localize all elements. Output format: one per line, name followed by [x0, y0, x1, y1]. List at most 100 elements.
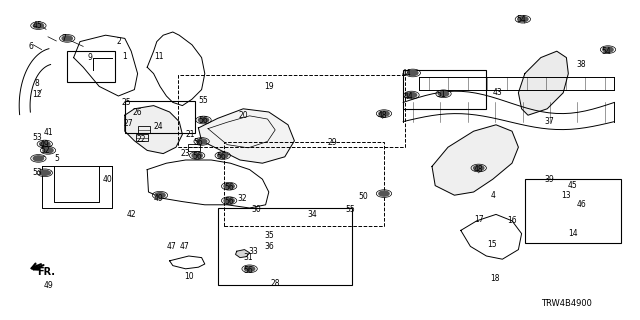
Text: 31: 31: [243, 253, 253, 262]
Text: FR.: FR.: [37, 267, 55, 277]
Text: 55: 55: [198, 96, 209, 105]
Text: TRW4B4900: TRW4B4900: [541, 300, 592, 308]
Text: 2: 2: [116, 37, 121, 46]
Text: 29: 29: [328, 138, 338, 147]
Circle shape: [33, 23, 44, 28]
Text: 54: 54: [516, 15, 527, 24]
Text: 52: 52: [40, 146, 50, 155]
Circle shape: [218, 153, 228, 158]
Bar: [188, 144, 200, 151]
Text: 23: 23: [180, 149, 191, 158]
Text: 17: 17: [474, 215, 484, 224]
Text: 38: 38: [576, 60, 586, 68]
Text: 48: 48: [378, 111, 388, 120]
Circle shape: [62, 36, 72, 41]
Text: 56: 56: [224, 183, 234, 192]
Text: 26: 26: [132, 108, 143, 116]
Text: 28: 28: [271, 279, 280, 288]
Bar: [136, 134, 148, 141]
Text: 47: 47: [179, 242, 189, 251]
Bar: [138, 126, 150, 133]
Bar: [218, 208, 352, 285]
Text: 6: 6: [28, 42, 33, 51]
Text: 11: 11: [154, 52, 163, 60]
Text: 45: 45: [32, 21, 42, 30]
Circle shape: [40, 141, 50, 147]
Polygon shape: [432, 125, 518, 195]
Text: 30: 30: [251, 205, 261, 214]
Text: 44: 44: [401, 69, 412, 78]
Text: 7: 7: [61, 34, 67, 43]
Text: 5: 5: [54, 154, 59, 163]
Text: 56: 56: [192, 152, 202, 161]
Text: 24: 24: [154, 122, 164, 131]
Text: 56: 56: [243, 266, 253, 275]
Text: 43: 43: [493, 88, 503, 97]
Text: 40: 40: [102, 175, 113, 184]
Text: 56: 56: [193, 138, 204, 147]
Text: 53: 53: [32, 168, 42, 177]
Text: 1: 1: [122, 52, 127, 60]
Text: 56: 56: [224, 197, 234, 206]
Text: 4: 4: [490, 191, 495, 200]
Text: 49: 49: [43, 281, 53, 290]
Polygon shape: [518, 51, 568, 115]
Bar: [224, 142, 384, 226]
Bar: [403, 70, 486, 109]
Circle shape: [196, 139, 207, 144]
Polygon shape: [236, 250, 250, 258]
Bar: [125, 101, 195, 133]
Circle shape: [224, 184, 234, 189]
Text: 49: 49: [40, 140, 50, 148]
Text: 12: 12: [33, 90, 42, 99]
Circle shape: [379, 191, 389, 196]
Circle shape: [224, 198, 234, 203]
Text: 27: 27: [123, 119, 133, 128]
Text: 22: 22: [136, 135, 145, 144]
Bar: [178, 75, 405, 147]
Circle shape: [474, 165, 484, 171]
Text: 42: 42: [126, 210, 136, 219]
Text: 45: 45: [568, 181, 578, 190]
Text: 37: 37: [544, 117, 554, 126]
Text: 10: 10: [184, 272, 194, 281]
Circle shape: [603, 47, 613, 52]
FancyArrowPatch shape: [33, 265, 44, 270]
Circle shape: [198, 117, 209, 123]
Text: 41: 41: [43, 128, 53, 137]
Text: 32: 32: [237, 194, 247, 203]
Circle shape: [379, 111, 389, 116]
Circle shape: [155, 193, 165, 198]
Bar: [67, 51, 115, 82]
Text: 15: 15: [486, 240, 497, 249]
Text: 44: 44: [403, 92, 413, 100]
Text: 56: 56: [216, 152, 226, 161]
Text: 54: 54: [602, 47, 612, 56]
Text: 33: 33: [248, 247, 258, 256]
Circle shape: [518, 17, 528, 22]
Text: 18: 18: [490, 274, 499, 283]
Text: 21: 21: [186, 130, 195, 139]
Text: 56: 56: [198, 116, 209, 124]
Text: 36: 36: [264, 242, 274, 251]
Circle shape: [33, 156, 44, 161]
Text: 34: 34: [307, 210, 317, 219]
Text: 46: 46: [576, 200, 586, 209]
Text: 51: 51: [436, 90, 447, 99]
Text: 25: 25: [122, 98, 132, 107]
Text: 48: 48: [474, 165, 484, 174]
Circle shape: [192, 153, 202, 158]
Text: 14: 14: [568, 229, 578, 238]
Circle shape: [40, 170, 50, 175]
Text: 55: 55: [346, 205, 356, 214]
Text: 50: 50: [358, 192, 369, 201]
Text: 13: 13: [561, 191, 572, 200]
Text: 8: 8: [35, 79, 40, 88]
Text: 47: 47: [166, 242, 177, 251]
Text: 19: 19: [264, 82, 274, 91]
Bar: [525, 179, 621, 243]
Text: 39: 39: [544, 175, 554, 184]
Text: 35: 35: [264, 231, 274, 240]
Circle shape: [406, 92, 417, 98]
Circle shape: [438, 91, 449, 96]
